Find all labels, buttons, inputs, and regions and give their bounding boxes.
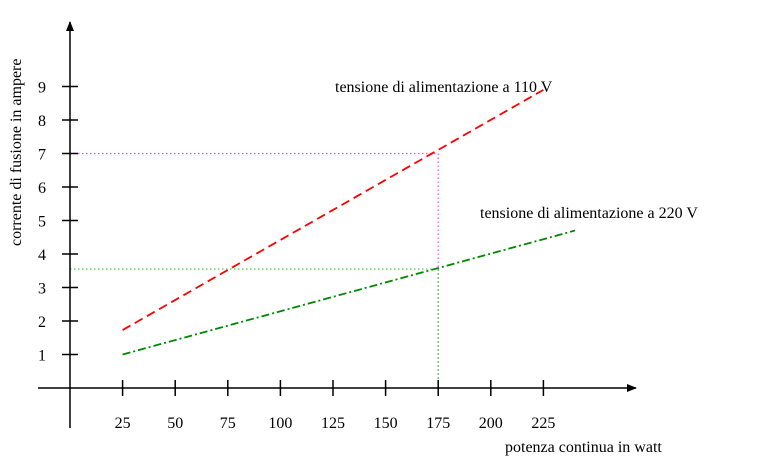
y-tick-label-6: 6 [38, 180, 46, 197]
x-tick-label-50: 50 [167, 415, 183, 432]
series-label-110v: tensione di alimentazione a 110 V [335, 79, 553, 96]
x-tick-label-225: 225 [531, 415, 555, 432]
series-group [122, 89, 576, 356]
y-axis-label: corrente di fusione in ampere [8, 59, 25, 246]
x-axis-label: potenza continua in watt [505, 439, 662, 456]
series-label-220v: tensione di alimentazione a 220 V [480, 205, 698, 222]
x-tick-label-175: 175 [426, 415, 450, 432]
x-tick-label-75: 75 [220, 415, 236, 432]
y-tick-label-3: 3 [38, 281, 46, 298]
y-tick-label-9: 9 [38, 80, 46, 97]
y-tick-label-5: 5 [38, 214, 46, 231]
y-tick-label-2: 2 [38, 314, 46, 331]
y-tick-label-7: 7 [38, 147, 46, 164]
x-tick-label-100: 100 [268, 415, 292, 432]
y-ticks: 1 2 3 4 5 6 7 8 9 [38, 80, 78, 365]
guide-lines [70, 152, 439, 388]
y-tick-label-1: 1 [38, 348, 46, 365]
y-tick-label-8: 8 [38, 113, 46, 130]
series-line-1 [122, 229, 576, 356]
x-tick-label-150: 150 [374, 415, 398, 432]
x-tick-label-25: 25 [115, 415, 131, 432]
x-tick-label-200: 200 [479, 415, 503, 432]
x-ticks: 25 50 75 100 125 150 175 200 225 [115, 380, 555, 432]
y-tick-label-4: 4 [38, 247, 46, 264]
series-line-0 [122, 89, 544, 331]
x-tick-label-125: 125 [321, 415, 345, 432]
